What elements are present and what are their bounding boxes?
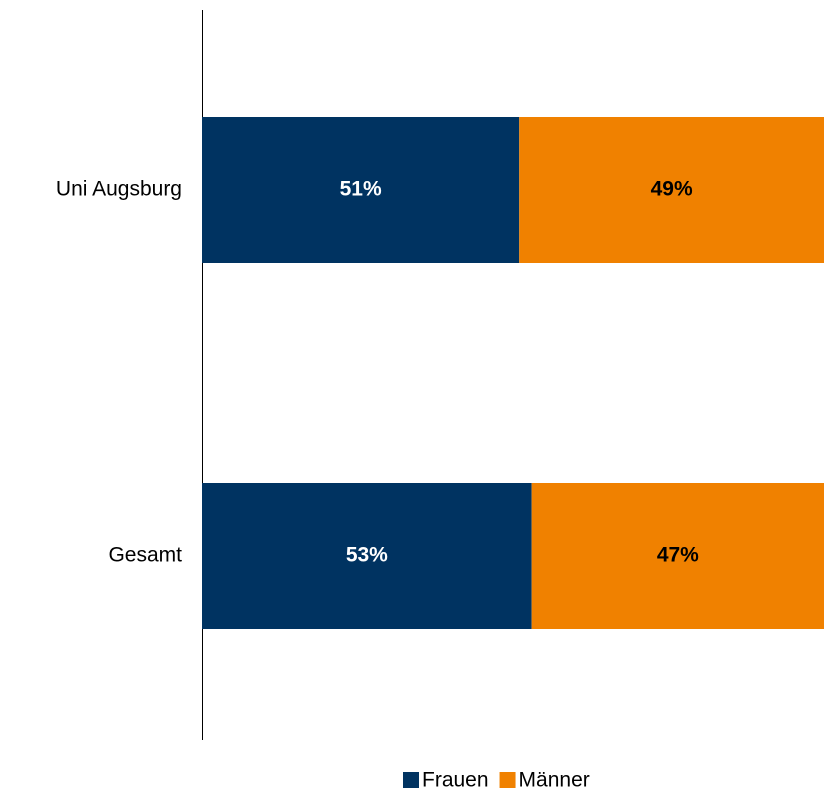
value-label: 51% bbox=[340, 178, 382, 201]
bar-segment bbox=[531, 483, 824, 629]
y-tick-label: Uni Augsburg bbox=[56, 178, 182, 201]
y-tick-label: Gesamt bbox=[108, 544, 182, 567]
legend-label: Frauen bbox=[422, 769, 489, 792]
legend-swatch bbox=[403, 772, 419, 788]
legend-swatch bbox=[499, 772, 516, 788]
bar-segment bbox=[519, 117, 824, 263]
legend-label: Männer bbox=[519, 769, 590, 792]
value-label: 47% bbox=[657, 544, 699, 567]
value-label: 49% bbox=[651, 178, 693, 201]
value-label: 53% bbox=[346, 544, 388, 567]
bar-segment bbox=[202, 483, 532, 629]
bar-segment bbox=[202, 117, 520, 263]
